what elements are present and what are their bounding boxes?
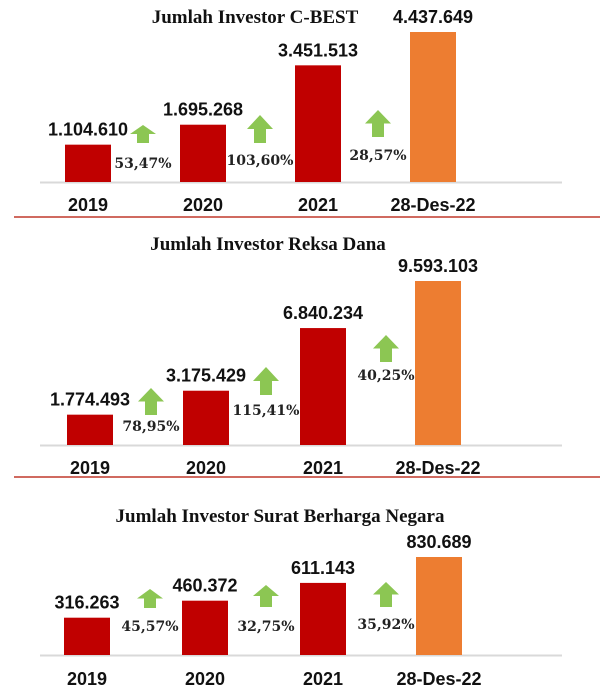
up-arrow-icon bbox=[365, 110, 391, 137]
value-label: 1.104.610 bbox=[48, 120, 128, 140]
up-arrow-icon bbox=[130, 125, 156, 143]
category-label: 2020 bbox=[186, 458, 226, 478]
up-arrow-icon bbox=[253, 585, 279, 607]
value-label: 1.774.493 bbox=[50, 390, 130, 410]
growth-label: 103,60% bbox=[227, 153, 294, 169]
bar-28-Des-22 bbox=[410, 32, 456, 182]
category-label: 2020 bbox=[185, 669, 225, 689]
growth-label: 35,92% bbox=[357, 617, 414, 633]
chart-title: Jumlah Investor Reksa Dana bbox=[150, 234, 386, 255]
value-label: 316.263 bbox=[54, 593, 119, 613]
value-label: 9.593.103 bbox=[398, 256, 478, 276]
value-label: 3.175.429 bbox=[166, 366, 246, 386]
value-label: 6.840.234 bbox=[283, 303, 363, 323]
chart-panel-1: Jumlah Investor C-BEST 1.104.610 2019 1.695… bbox=[14, 7, 600, 218]
bar-2020 bbox=[182, 600, 228, 655]
up-arrow-icon bbox=[373, 582, 399, 607]
bar-2021 bbox=[300, 582, 346, 655]
category-label: 28-Des-22 bbox=[390, 195, 475, 215]
category-label: 2021 bbox=[303, 458, 343, 478]
value-label: 3.451.513 bbox=[278, 40, 358, 60]
growth-label: 32,75% bbox=[237, 619, 294, 635]
up-arrow-icon bbox=[373, 335, 399, 362]
bar-28-Des-22 bbox=[416, 557, 462, 655]
category-label: 2019 bbox=[68, 195, 108, 215]
category-label: 2021 bbox=[298, 195, 338, 215]
up-arrow-icon bbox=[253, 367, 279, 395]
chart-panel-3: Jumlah Investor Surat Berharga Negara 316… bbox=[40, 506, 562, 689]
value-label: 1.695.268 bbox=[163, 100, 243, 120]
growth-label: 78,95% bbox=[122, 419, 179, 435]
bar-2021 bbox=[300, 328, 346, 445]
bar-2021 bbox=[295, 65, 341, 182]
value-label: 611.143 bbox=[291, 558, 355, 578]
category-label: 2019 bbox=[70, 458, 110, 478]
bar-28-Des-22 bbox=[415, 281, 461, 445]
growth-label: 115,41% bbox=[233, 403, 300, 419]
growth-label: 45,57% bbox=[121, 619, 178, 635]
growth-label: 40,25% bbox=[357, 368, 414, 384]
up-arrow-icon bbox=[138, 388, 164, 415]
up-arrow-icon bbox=[247, 115, 273, 143]
value-label: 4.437.649 bbox=[393, 7, 473, 27]
bar-2019 bbox=[67, 414, 113, 445]
value-label: 830.689 bbox=[406, 532, 471, 552]
chart-title: Jumlah Investor Surat Berharga Negara bbox=[116, 506, 445, 527]
category-label: 2019 bbox=[67, 669, 107, 689]
growth-label: 53,47% bbox=[114, 156, 171, 172]
bar-2019 bbox=[64, 617, 110, 655]
category-label: 2020 bbox=[183, 195, 223, 215]
bar-2019 bbox=[65, 144, 111, 182]
category-label: 28-Des-22 bbox=[396, 669, 481, 689]
growth-label: 28,57% bbox=[349, 148, 406, 164]
chart-panel-2: Jumlah Investor Reksa Dana 1.774.493 2019 3… bbox=[14, 234, 600, 478]
category-label: 2021 bbox=[303, 669, 343, 689]
up-arrow-icon bbox=[137, 589, 163, 608]
bar-2020 bbox=[180, 124, 226, 182]
chart-title: Jumlah Investor C-BEST bbox=[152, 7, 359, 28]
value-label: 460.372 bbox=[172, 576, 237, 596]
category-label: 28-Des-22 bbox=[395, 458, 480, 478]
bar-2020 bbox=[183, 390, 229, 445]
